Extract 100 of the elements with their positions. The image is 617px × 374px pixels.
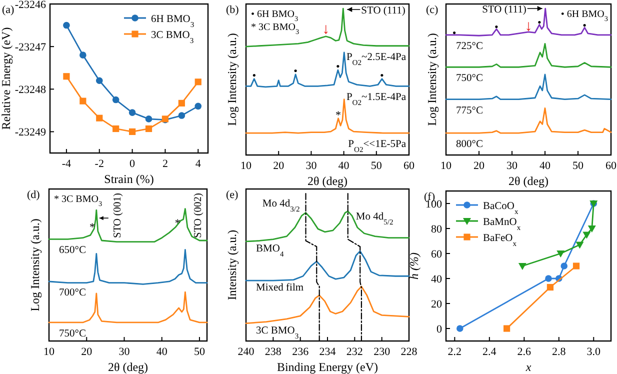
point (145, 116, 152, 122)
point (546, 284, 554, 291)
annotation: STO (002) (193, 192, 204, 238)
annotation: • 6H BMO$_{3}$ (560, 9, 608, 23)
annotation: • (537, 17, 542, 30)
x-tick-label: 240 (238, 346, 255, 358)
x-tick-label: 40 (338, 160, 350, 172)
series-label: 650°C (59, 245, 86, 256)
legend-label: BaFeO$_{x}$ (483, 233, 517, 248)
point (456, 325, 464, 332)
legend-label: 3C BMO$_{3}$ (151, 30, 194, 44)
x-tick-label: 228 (400, 346, 418, 358)
annotation: • (452, 27, 456, 40)
x-tick-label: 4 (195, 158, 202, 170)
annotation: * (336, 109, 342, 122)
x-tick-label: -4 (62, 158, 72, 170)
y-tick-label: -23248 (14, 84, 46, 96)
series-label: 700°C (59, 287, 86, 298)
point (503, 325, 510, 332)
series-label: 750°C (456, 73, 483, 84)
x-axis-title: 2θ (deg) (307, 174, 348, 188)
x-axis-title: Strain (%) (104, 172, 154, 186)
x-tick-label: 40 (540, 160, 551, 172)
annotation: • 6H BMO$_{3}$ (251, 9, 299, 23)
y-tick-label: 0 (436, 324, 442, 336)
annotation: Mo 4d$_{3/2}$ (262, 198, 300, 214)
annotation: • (582, 20, 587, 32)
y-axis-title: Log Intensity (a.u.) (425, 33, 439, 126)
x-tick-label: 40 (156, 346, 168, 358)
point (576, 242, 584, 249)
y-tick-label: 80 (431, 224, 442, 236)
x-tick-label: 30 (306, 160, 318, 172)
point (63, 73, 70, 80)
series-label: 775°C (456, 105, 483, 116)
annotation: • (494, 22, 499, 34)
annotation: • (252, 70, 256, 82)
series-label: 750°C (59, 328, 86, 340)
series-label: 800°C (456, 139, 483, 150)
y-tick-label: 20 (431, 298, 442, 310)
y-tick-label: 40 (431, 274, 442, 286)
x-tick-label: 2.2 (448, 346, 462, 358)
x-tick-label: 20 (273, 160, 285, 172)
point (556, 250, 565, 258)
annotation: STO (111) (482, 4, 527, 16)
chart-title: (a) (2, 4, 15, 16)
x-tick-label: 30 (506, 160, 518, 172)
x-tick-label: 2.6 (517, 346, 532, 358)
point (545, 275, 552, 282)
chart-title: (d) (27, 189, 40, 201)
point (518, 263, 526, 270)
point (194, 78, 202, 86)
x-tick-label: 60 (606, 160, 617, 172)
y-axis-title: Log Intensity (a.u.) (28, 218, 42, 312)
point (572, 262, 580, 270)
annotation: STO (111) (361, 6, 406, 17)
chart-title: (b) (226, 4, 240, 16)
point (63, 22, 70, 29)
annotation: ↓ (524, 18, 532, 34)
x-tick-label: 10 (240, 160, 252, 172)
y-tick-label: -23247 (14, 42, 46, 54)
x-tick-label: 60 (404, 160, 415, 172)
point (560, 262, 568, 270)
series-label: P$_{O2}$~2.5E-4Pa (346, 52, 406, 66)
annotation: * 3C BMO$_{3}$ (251, 22, 300, 36)
series-label: 3C BMO$_{3}$ (256, 325, 299, 340)
point (128, 109, 136, 116)
annotation: • (294, 66, 298, 78)
point (112, 125, 120, 132)
annotation: STO (001) (112, 192, 124, 238)
x-tick-label: 10 (440, 160, 452, 172)
x-tick-label: -2 (94, 158, 104, 170)
point (178, 112, 186, 119)
point (588, 226, 596, 232)
point (96, 77, 103, 84)
x-axis-title: x (524, 360, 532, 374)
y-tick-label: -23249 (14, 126, 46, 139)
chart-title: (c) (426, 4, 439, 16)
x-tick-label: 232 (346, 346, 363, 358)
point (128, 128, 136, 136)
point (80, 52, 86, 58)
x-axis-title: 2θ (deg) (508, 174, 549, 188)
x-tick-label: 50 (572, 160, 584, 172)
x-tick-label: 10 (44, 346, 55, 358)
x-tick-label: 238 (264, 346, 282, 358)
annotation: • (380, 70, 384, 82)
x-tick-label: 2.4 (482, 346, 497, 358)
chart-title: (e) (226, 189, 239, 201)
legend-label: BaCoO$_{x}$ (483, 201, 518, 216)
annotation: Mo 4d$_{5/2}$ (356, 211, 394, 226)
x-tick-label: 234 (319, 346, 336, 358)
x-tick-label: 20 (474, 160, 485, 172)
point (96, 114, 103, 122)
x-tick-label: 230 (374, 346, 391, 358)
x-tick-label: 0 (130, 158, 136, 170)
x-axis-title: 2θ (deg) (108, 360, 148, 374)
y-axis-title: Intensity (a.u.) (225, 230, 239, 300)
legend-label: BaMnO$_{x}$ (483, 217, 521, 232)
x-tick-label: 30 (118, 346, 130, 358)
y-tick-label: -23246 (14, 0, 46, 11)
y-axis-title: h (%) (407, 252, 421, 280)
